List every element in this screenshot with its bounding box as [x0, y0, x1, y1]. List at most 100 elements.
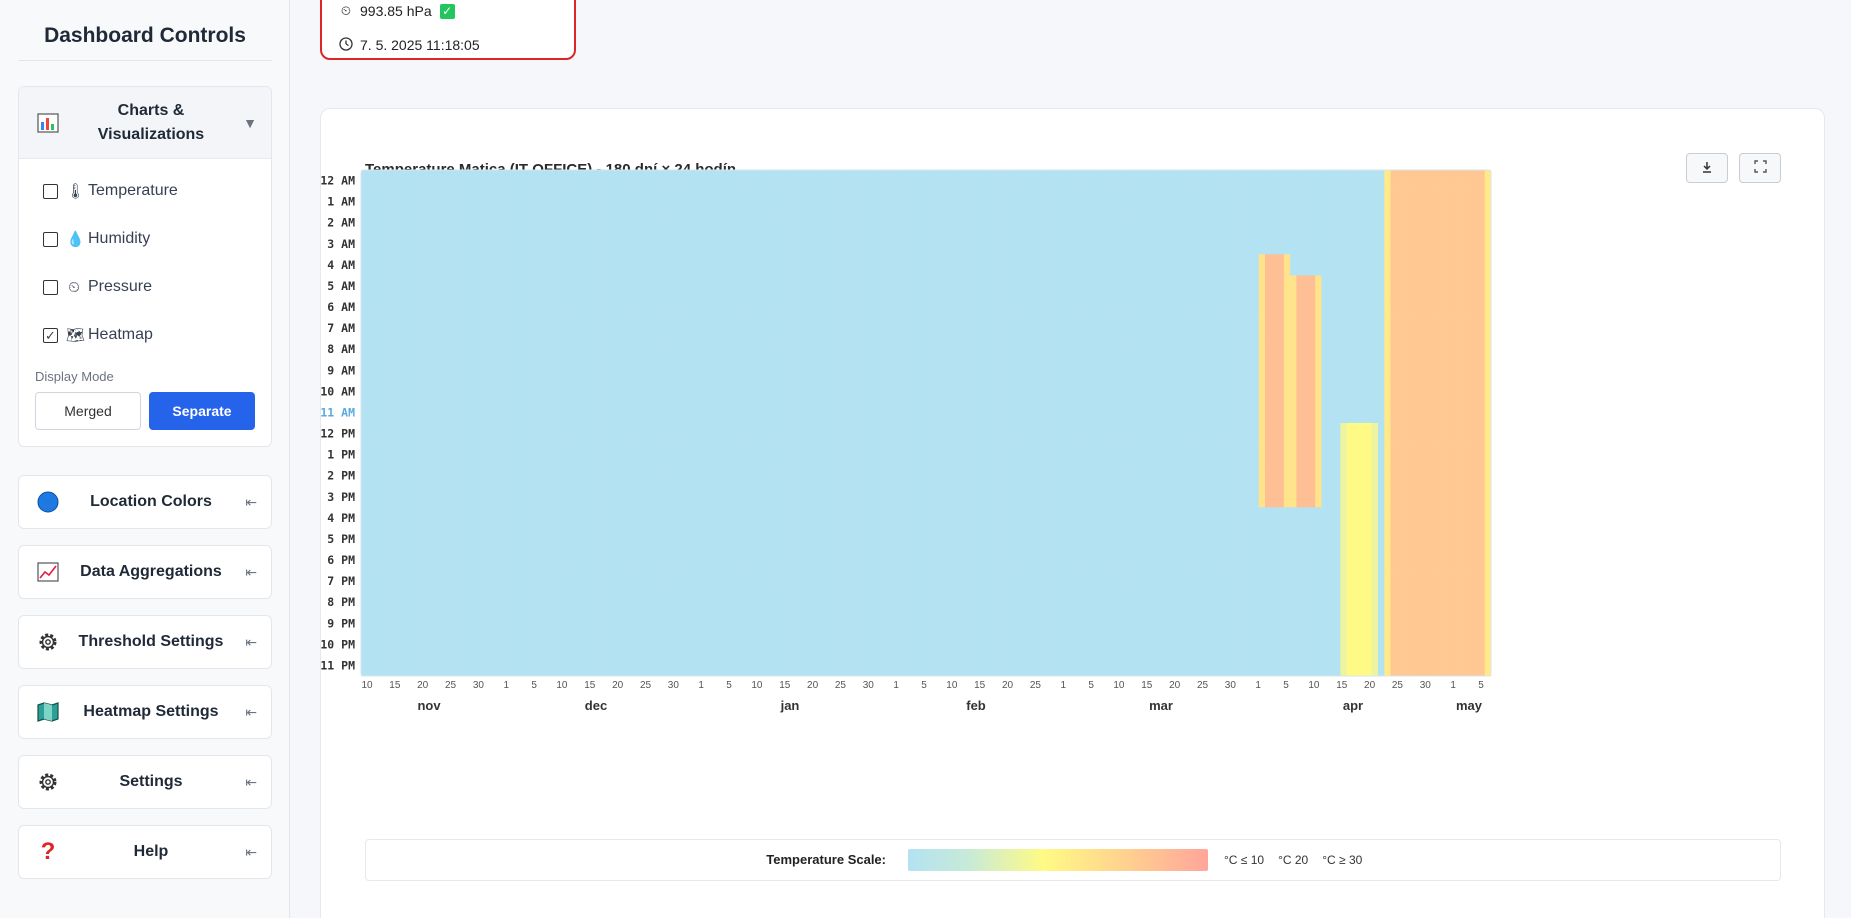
- heatmap-cell[interactable]: [756, 465, 764, 487]
- heatmap-cell[interactable]: [1252, 444, 1260, 466]
- heatmap-cell[interactable]: [775, 444, 782, 466]
- heatmap-cell[interactable]: [1378, 191, 1385, 213]
- heatmap-cell[interactable]: [1434, 401, 1442, 424]
- heatmap-cell[interactable]: [712, 275, 720, 297]
- heatmap-cell[interactable]: [480, 254, 487, 276]
- heatmap-cell[interactable]: [1384, 254, 1391, 276]
- heatmap-cell[interactable]: [907, 191, 914, 213]
- heatmap-cell[interactable]: [1208, 191, 1216, 213]
- heatmap-cell[interactable]: [1082, 444, 1090, 466]
- heatmap-cell[interactable]: [524, 296, 531, 318]
- heatmap-cell[interactable]: [417, 549, 425, 571]
- heatmap-cell[interactable]: [1007, 212, 1015, 234]
- heatmap-cell[interactable]: [404, 359, 412, 382]
- heatmap-cell[interactable]: [536, 254, 544, 276]
- heatmap-cell[interactable]: [1428, 486, 1435, 508]
- heatmap-cell[interactable]: [1145, 380, 1153, 403]
- heatmap-cell[interactable]: [1484, 591, 1492, 614]
- heatmap-cell[interactable]: [863, 507, 870, 529]
- heatmap-cell[interactable]: [1001, 633, 1008, 656]
- heatmap-cell[interactable]: [649, 359, 657, 382]
- heatmap-cell[interactable]: [1082, 486, 1090, 508]
- heatmap-cell[interactable]: [913, 591, 921, 614]
- heatmap-cell[interactable]: [926, 233, 933, 255]
- heatmap-cell[interactable]: [743, 275, 751, 297]
- heatmap-cell[interactable]: [1359, 423, 1366, 445]
- heatmap-cell[interactable]: [1026, 359, 1034, 382]
- heatmap-cell[interactable]: [1177, 612, 1184, 635]
- heatmap-cell[interactable]: [1465, 401, 1473, 424]
- heatmap-cell[interactable]: [637, 170, 644, 192]
- heatmap-cell[interactable]: [593, 275, 600, 297]
- heatmap-cell[interactable]: [1070, 444, 1077, 466]
- heatmap-cell[interactable]: [1001, 591, 1008, 614]
- heatmap-cell[interactable]: [1447, 423, 1454, 445]
- heatmap-cell[interactable]: [1447, 444, 1454, 466]
- heatmap-cell[interactable]: [863, 254, 870, 276]
- heatmap-cell[interactable]: [1239, 380, 1247, 403]
- heatmap-cell[interactable]: [1076, 549, 1084, 571]
- heatmap-cell[interactable]: [1001, 338, 1008, 361]
- heatmap-cell[interactable]: [1283, 612, 1291, 635]
- heatmap-cell[interactable]: [1340, 275, 1347, 297]
- collapse-icon[interactable]: ⇤: [245, 703, 257, 720]
- heatmap-cell[interactable]: [1032, 528, 1040, 550]
- heatmap-cell[interactable]: [1239, 528, 1247, 550]
- heatmap-cell[interactable]: [775, 380, 782, 403]
- heatmap-cell[interactable]: [1108, 233, 1115, 255]
- heatmap-cell[interactable]: [1089, 486, 1096, 508]
- heatmap-cell[interactable]: [1045, 591, 1052, 614]
- heatmap-cell[interactable]: [900, 254, 908, 276]
- heatmap-cell[interactable]: [932, 654, 939, 677]
- heatmap-cell[interactable]: [957, 170, 964, 192]
- heatmap-cell[interactable]: [1158, 591, 1165, 614]
- heatmap-cell[interactable]: [976, 570, 983, 592]
- heatmap-cell[interactable]: [1045, 338, 1052, 361]
- heatmap-cell[interactable]: [474, 191, 481, 213]
- heatmap-cell[interactable]: [938, 275, 946, 297]
- heatmap-cell[interactable]: [1421, 338, 1429, 361]
- heatmap-cell[interactable]: [587, 380, 594, 403]
- heatmap-cell[interactable]: [448, 654, 456, 677]
- heatmap-cell[interactable]: [492, 317, 500, 339]
- heatmap-cell[interactable]: [1233, 654, 1241, 677]
- heatmap-cell[interactable]: [492, 191, 500, 213]
- heatmap-cell[interactable]: [605, 170, 613, 192]
- heatmap-cell[interactable]: [681, 233, 688, 255]
- heatmap-cell[interactable]: [1290, 212, 1297, 234]
- toggle-pressure[interactable]: ⏲ Pressure: [19, 263, 271, 311]
- heatmap-cell[interactable]: [1447, 654, 1454, 677]
- heatmap-cell[interactable]: [1478, 507, 1486, 529]
- heatmap-cell[interactable]: [1271, 317, 1278, 339]
- heatmap-cell[interactable]: [467, 612, 475, 635]
- heatmap-cell[interactable]: [1177, 317, 1184, 339]
- heatmap-cell[interactable]: [1434, 191, 1442, 213]
- heatmap-cell[interactable]: [430, 570, 437, 592]
- heatmap-cell[interactable]: [1453, 233, 1460, 255]
- heatmap-cell[interactable]: [1453, 654, 1460, 677]
- heatmap-cell[interactable]: [718, 444, 726, 466]
- heatmap-cell[interactable]: [863, 570, 870, 592]
- heatmap-cell[interactable]: [1334, 212, 1341, 234]
- heatmap-cell[interactable]: [888, 612, 895, 635]
- heatmap-cell[interactable]: [1177, 423, 1184, 445]
- heatmap-cell[interactable]: [693, 570, 701, 592]
- heatmap-cell[interactable]: [888, 359, 895, 382]
- heatmap-cell[interactable]: [367, 401, 374, 424]
- heatmap-cell[interactable]: [593, 549, 600, 571]
- heatmap-cell[interactable]: [838, 423, 845, 445]
- heatmap-cell[interactable]: [1447, 633, 1454, 656]
- heatmap-cell[interactable]: [762, 296, 770, 318]
- heatmap-cell[interactable]: [825, 170, 833, 192]
- heatmap-cell[interactable]: [1290, 423, 1297, 445]
- heatmap-cell[interactable]: [1120, 317, 1128, 339]
- heatmap-cell[interactable]: [1158, 212, 1165, 234]
- heatmap-cell[interactable]: [907, 465, 914, 487]
- heatmap-cell[interactable]: [1271, 296, 1278, 318]
- heatmap-cell[interactable]: [643, 191, 651, 213]
- collapse-icon[interactable]: ⇤: [245, 493, 257, 510]
- heatmap-cell[interactable]: [524, 528, 531, 550]
- heatmap-cell[interactable]: [825, 380, 833, 403]
- heatmap-cell[interactable]: [1139, 423, 1147, 445]
- heatmap-cell[interactable]: [787, 570, 795, 592]
